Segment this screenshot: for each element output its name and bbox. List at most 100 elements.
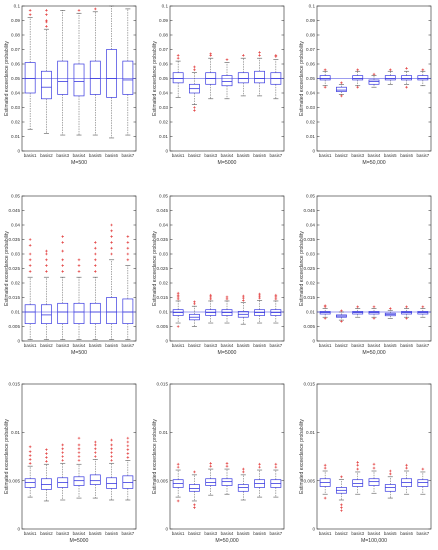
x-axis-label: M=50,000 [362, 350, 385, 356]
iqr-box [401, 75, 412, 81]
x-tick-label: basis3 [204, 153, 217, 158]
x-tick-label: basis6 [253, 343, 266, 348]
box-basis6 [254, 51, 265, 97]
outlier-point [405, 317, 408, 320]
y-tick-label: 0.03 [159, 105, 168, 110]
x-tick-label: basis4 [368, 343, 381, 348]
y-tick-label: 0.015 [157, 382, 169, 387]
box-basis1 [24, 9, 36, 130]
outlier-point [193, 68, 196, 72]
y-axis-label: Estimated exceedance probability [299, 419, 305, 494]
box-basis2 [189, 470, 200, 510]
y-tick-label: 0.07 [306, 47, 315, 52]
outlier-point [110, 459, 113, 462]
outlier-point [61, 241, 65, 244]
y-tick-label: 0.03 [11, 252, 20, 257]
iqr-box [41, 478, 52, 490]
outlier-point [209, 52, 213, 56]
outlier-point [93, 7, 97, 11]
outlier-point [356, 305, 360, 309]
outlier-point [110, 235, 113, 238]
box-basis3 [205, 52, 217, 100]
outlier-point [61, 451, 65, 454]
y-axis-label: Estimated exceedance probability [152, 419, 158, 494]
x-tick-label: basis7 [122, 531, 135, 536]
box-basis4 [368, 462, 380, 494]
x-tick-label: basis7 [270, 343, 283, 348]
x-tick-label: basis1 [172, 343, 185, 348]
y-tick-label: 0.01 [306, 430, 315, 435]
x-axis-label: M=500 [71, 160, 87, 166]
y-tick-label: 0.05 [306, 76, 315, 81]
box-basis7 [417, 68, 429, 87]
outlier-point [388, 307, 392, 310]
y-tick-label: 0.01 [306, 134, 315, 139]
iqr-box [368, 79, 380, 85]
x-tick-label: basis1 [319, 153, 332, 158]
outlier-point [258, 292, 261, 296]
y-tick-label: 0.005 [304, 324, 316, 329]
outlier-point [126, 235, 130, 238]
y-tick-label: 0.035 [304, 237, 316, 242]
iqr-box [73, 302, 85, 324]
outlier-point [241, 299, 245, 302]
iqr-box [24, 478, 36, 488]
x-tick-label: basis2 [40, 153, 53, 158]
outlier-point [323, 496, 327, 500]
outlier-point [356, 68, 360, 72]
x-tick-label: basis6 [105, 343, 118, 348]
x-tick-label: basis6 [400, 343, 413, 348]
y-tick-label: 0.04 [11, 223, 20, 228]
iqr-box [24, 304, 36, 324]
y-tick-label: 0.02 [159, 120, 168, 125]
y-tick-label: 0.045 [157, 208, 169, 213]
box-basis5 [237, 294, 249, 325]
outlier-point [176, 54, 180, 57]
outlier-point [405, 67, 408, 70]
x-tick-label: basis4 [221, 153, 234, 158]
outlier-point [176, 465, 180, 469]
outlier-point [110, 447, 113, 451]
x-tick-label: basis5 [384, 343, 397, 348]
outlier-point [323, 466, 327, 470]
outlier-point [45, 264, 48, 267]
y-tick-label: 0.015 [157, 295, 169, 300]
outlier-point [93, 264, 97, 267]
box-basis4 [368, 72, 380, 88]
iqr-box [106, 297, 117, 324]
outlier-point [323, 317, 327, 320]
outlier-point [340, 94, 343, 98]
x-tick-label: basis3 [351, 343, 364, 348]
y-tick-label: 0.05 [11, 194, 20, 199]
box-basis3 [205, 461, 217, 496]
outlier-point [93, 241, 97, 244]
outlier-point [193, 506, 196, 510]
outlier-point [110, 252, 113, 256]
box-basis3 [57, 443, 69, 501]
outlier-point [421, 467, 425, 471]
outlier-point [372, 317, 376, 320]
outlier-point [61, 264, 65, 267]
x-tick-label: basis3 [56, 153, 69, 158]
y-tick-label: 0.025 [157, 266, 169, 271]
outlier-point [193, 470, 196, 474]
y-tick-label: 0.01 [11, 134, 20, 139]
panel-9: 0 0.005 0.01 0.015 Estimated exceedance prob… [299, 382, 432, 544]
x-tick-label: basis6 [253, 153, 266, 158]
outlier-point [93, 440, 97, 444]
x-tick-label: basis5 [384, 153, 397, 158]
outlier-point [77, 443, 81, 447]
y-tick-label: 0.06 [306, 62, 315, 67]
box-basis7 [122, 436, 134, 501]
x-tick-label: basis7 [417, 531, 430, 536]
iqr-box [352, 75, 364, 81]
x-tick-label: basis5 [237, 153, 250, 158]
y-tick-label: 0.05 [11, 76, 20, 81]
outlier-point [93, 451, 97, 454]
box-basis3 [205, 293, 217, 324]
x-tick-label: basis2 [335, 153, 348, 158]
y-tick-label: 0.04 [159, 91, 168, 96]
x-axis-label: M=5000 [70, 538, 89, 544]
box-basis4 [221, 461, 233, 495]
iqr-box [122, 475, 134, 489]
